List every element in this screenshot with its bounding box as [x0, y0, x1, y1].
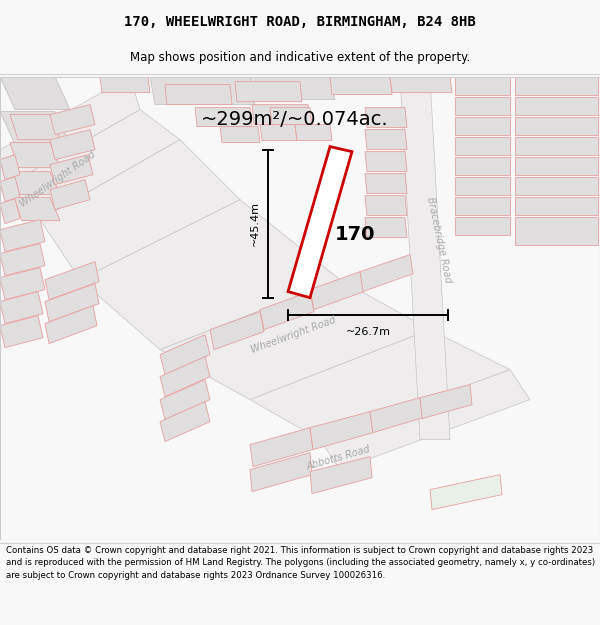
- Polygon shape: [330, 77, 392, 94]
- Polygon shape: [0, 77, 70, 109]
- Polygon shape: [150, 77, 255, 104]
- Polygon shape: [0, 199, 20, 224]
- Polygon shape: [0, 268, 45, 299]
- Polygon shape: [515, 177, 598, 194]
- Polygon shape: [365, 152, 407, 172]
- Polygon shape: [400, 77, 450, 439]
- Polygon shape: [50, 104, 95, 134]
- Polygon shape: [310, 457, 372, 494]
- Text: 170: 170: [335, 225, 375, 244]
- Polygon shape: [12, 172, 60, 194]
- Polygon shape: [0, 316, 43, 348]
- Polygon shape: [310, 412, 373, 449]
- Polygon shape: [250, 329, 510, 439]
- Polygon shape: [252, 104, 310, 124]
- Polygon shape: [390, 77, 452, 92]
- Polygon shape: [165, 84, 232, 104]
- Text: ~299m²/~0.074ac.: ~299m²/~0.074ac.: [201, 110, 389, 129]
- Polygon shape: [0, 219, 45, 252]
- Text: Wheelwright Road: Wheelwright Road: [250, 314, 338, 354]
- Polygon shape: [10, 142, 60, 168]
- Polygon shape: [10, 114, 60, 139]
- Text: ~45.4m: ~45.4m: [250, 201, 260, 246]
- Polygon shape: [50, 179, 90, 209]
- Polygon shape: [260, 292, 314, 329]
- Polygon shape: [14, 198, 60, 221]
- Polygon shape: [455, 77, 510, 94]
- Polygon shape: [320, 369, 530, 469]
- Polygon shape: [365, 129, 407, 149]
- Text: Map shows position and indicative extent of the property.: Map shows position and indicative extent…: [130, 51, 470, 64]
- Polygon shape: [0, 177, 20, 202]
- Polygon shape: [80, 199, 340, 349]
- Polygon shape: [45, 284, 99, 322]
- Polygon shape: [515, 157, 598, 174]
- Polygon shape: [270, 107, 312, 124]
- Text: Bracebridge Road: Bracebridge Road: [425, 196, 453, 284]
- Polygon shape: [250, 77, 335, 99]
- Text: 170, WHEELWRIGHT ROAD, BIRMINGHAM, B24 8HB: 170, WHEELWRIGHT ROAD, BIRMINGHAM, B24 8…: [124, 15, 476, 29]
- Polygon shape: [260, 124, 297, 141]
- Polygon shape: [160, 357, 210, 397]
- Polygon shape: [220, 127, 260, 142]
- Polygon shape: [0, 77, 140, 189]
- Polygon shape: [100, 77, 150, 92]
- Polygon shape: [0, 292, 43, 324]
- Polygon shape: [455, 97, 510, 114]
- Polygon shape: [0, 244, 45, 276]
- Polygon shape: [160, 279, 430, 399]
- Polygon shape: [360, 254, 413, 292]
- Polygon shape: [455, 197, 510, 214]
- Polygon shape: [50, 129, 95, 159]
- Polygon shape: [235, 82, 302, 102]
- Polygon shape: [455, 117, 510, 134]
- Text: Abbotts Road: Abbotts Road: [305, 444, 371, 471]
- Polygon shape: [430, 474, 502, 509]
- Polygon shape: [160, 379, 210, 419]
- Text: ~26.7m: ~26.7m: [346, 327, 391, 337]
- Polygon shape: [455, 217, 510, 234]
- Polygon shape: [250, 452, 312, 492]
- Polygon shape: [0, 109, 180, 219]
- Polygon shape: [195, 107, 252, 127]
- Polygon shape: [455, 177, 510, 194]
- Polygon shape: [365, 174, 407, 194]
- Polygon shape: [515, 117, 598, 134]
- Polygon shape: [365, 217, 407, 238]
- Polygon shape: [455, 157, 510, 174]
- Polygon shape: [365, 107, 407, 127]
- Polygon shape: [515, 137, 598, 154]
- Polygon shape: [250, 428, 313, 467]
- Polygon shape: [45, 306, 97, 344]
- Polygon shape: [365, 196, 407, 216]
- Polygon shape: [420, 384, 472, 419]
- Polygon shape: [515, 77, 598, 94]
- Polygon shape: [210, 312, 264, 349]
- Text: Contains OS data © Crown copyright and database right 2021. This information is : Contains OS data © Crown copyright and d…: [6, 546, 595, 580]
- Polygon shape: [515, 97, 598, 114]
- Polygon shape: [288, 147, 352, 298]
- Polygon shape: [50, 154, 93, 184]
- Polygon shape: [160, 402, 210, 442]
- Polygon shape: [0, 112, 70, 144]
- Polygon shape: [0, 154, 20, 179]
- Text: Wheelwright Road: Wheelwright Road: [18, 150, 97, 209]
- Polygon shape: [160, 334, 210, 374]
- Polygon shape: [455, 137, 510, 154]
- Polygon shape: [45, 262, 99, 299]
- Polygon shape: [40, 139, 240, 279]
- Polygon shape: [515, 197, 598, 214]
- Polygon shape: [295, 124, 332, 141]
- Polygon shape: [310, 272, 364, 309]
- Polygon shape: [370, 398, 423, 432]
- Polygon shape: [515, 217, 598, 244]
